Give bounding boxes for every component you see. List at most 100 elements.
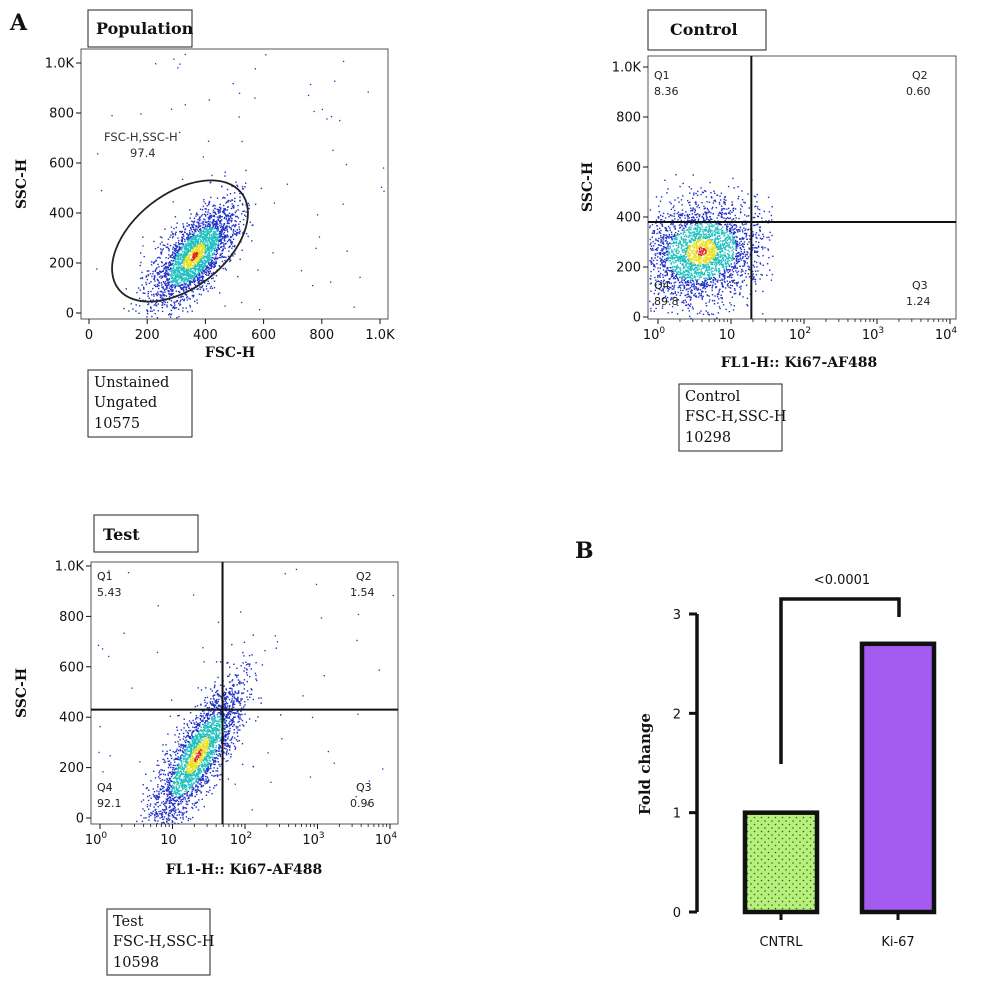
panel-letter-a: A: [9, 10, 28, 36]
event-dot: [229, 219, 231, 222]
event-dot: [170, 276, 172, 278]
event-dot: [734, 282, 736, 284]
event-dot: [683, 249, 686, 251]
event-dot: [198, 270, 200, 273]
event-dot: [199, 225, 201, 228]
event-dot: [666, 266, 669, 269]
event-dot: [171, 267, 173, 269]
event-dot: [213, 214, 215, 217]
event-dot: [682, 268, 684, 270]
event-dot: [166, 273, 168, 275]
event-dot: [231, 203, 233, 205]
event-dot: [220, 220, 222, 223]
event-dot: [196, 221, 198, 223]
event-dot: [207, 240, 210, 242]
event-dot: [694, 223, 697, 225]
event-dot: [747, 193, 749, 195]
event-dot: [724, 281, 726, 283]
event-dot: [171, 284, 174, 286]
event-dot: [199, 244, 201, 246]
event-dot: [740, 285, 742, 288]
event-dot: [749, 293, 751, 295]
event-dot: [689, 280, 692, 282]
event-dot: [679, 281, 681, 283]
event-dot: [655, 196, 658, 198]
event-dot: [766, 263, 769, 265]
event-dot: [194, 253, 197, 256]
event-dot: [728, 237, 730, 239]
event-dot: [187, 266, 189, 268]
event-dot: [229, 235, 232, 238]
event-dot: [228, 246, 230, 249]
event-dot: [685, 270, 687, 272]
event-dot: [726, 280, 728, 282]
x-tick-label: 400: [193, 328, 218, 343]
event-dot: [192, 235, 194, 238]
event-dot: [701, 284, 703, 287]
event-dot: [238, 223, 240, 225]
event-dot: [161, 249, 163, 251]
event-dot: [173, 302, 176, 304]
event-dot: [173, 285, 175, 287]
event-dot: [176, 270, 178, 272]
event-dot: [205, 231, 207, 233]
event-dot: [204, 250, 206, 252]
event-dot: [188, 256, 190, 258]
event-dot: [697, 265, 699, 267]
event-dot: [674, 209, 676, 212]
event-dot: [200, 240, 203, 242]
event-dot: [211, 235, 213, 237]
event-dot: [687, 303, 690, 305]
event-dot: [229, 245, 231, 247]
event-dot: [186, 267, 188, 269]
event-dot: [713, 244, 715, 246]
event-dot: [254, 203, 257, 205]
event-dot: [685, 304, 687, 307]
event-dot: [187, 259, 189, 261]
event-dot: [217, 257, 219, 259]
event-dot: [711, 258, 713, 260]
event-dot: [204, 262, 207, 265]
event-dot: [719, 222, 721, 225]
event-dot: [721, 205, 723, 207]
event-dot: [729, 229, 731, 231]
event-dot: [699, 252, 702, 254]
event-dot: [189, 217, 191, 219]
event-dot: [172, 290, 174, 292]
event-dot: [709, 246, 711, 249]
event-dot: [686, 222, 688, 225]
event-dot: [712, 273, 714, 276]
event-dot: [208, 201, 210, 203]
event-dot: [208, 273, 211, 275]
event-dot: [219, 208, 221, 211]
event-dot: [697, 229, 699, 231]
event-dot: [238, 226, 240, 228]
event-dot: [730, 263, 732, 265]
event-dot: [179, 269, 182, 271]
event-dot: [212, 253, 214, 255]
event-dot: [162, 248, 164, 250]
event-dot: [191, 280, 193, 283]
event-dot: [669, 270, 671, 272]
event-dot: [704, 280, 706, 283]
event-dot: [679, 273, 681, 276]
event-dot: [187, 234, 190, 236]
event-dot: [200, 260, 202, 262]
event-dot: [220, 226, 222, 229]
event-dot: [228, 218, 230, 221]
event-dot: [688, 252, 690, 254]
event-dot: [194, 273, 197, 275]
event-dot: [175, 231, 177, 233]
event-dot: [673, 262, 675, 264]
event-dot: [681, 257, 683, 259]
event-dot: [196, 235, 199, 238]
event-dot: [231, 185, 233, 187]
event-dot: [177, 266, 179, 269]
event-dot: [148, 270, 150, 272]
event-dot: [194, 280, 196, 282]
event-dot: [217, 237, 219, 239]
event-dot: [168, 264, 170, 266]
event-dot: [711, 289, 713, 292]
event-dot: [682, 289, 684, 292]
event-dot: [196, 255, 198, 258]
